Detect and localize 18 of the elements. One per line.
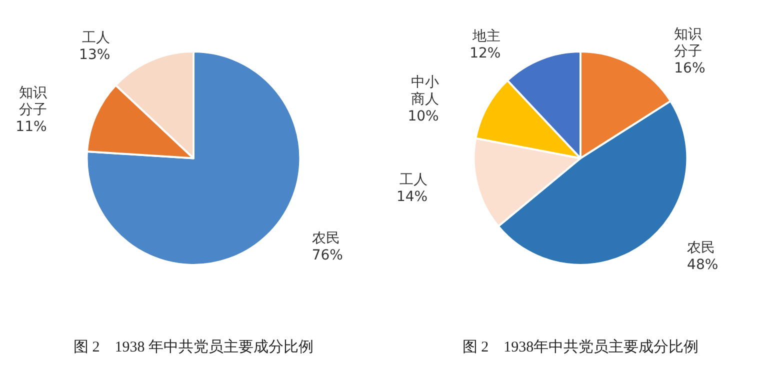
slice-label: 农民 — [312, 230, 340, 246]
data-label: 10% — [408, 108, 439, 125]
data-label: 12% — [470, 46, 501, 62]
slice-label: 工人 — [400, 172, 428, 188]
data-label: 11% — [16, 118, 47, 135]
text: 图 2 1938年中共党员主要成分比例 — [462, 338, 699, 356]
slice-label: 知识分子 — [674, 26, 702, 60]
slice-label: 中小商人 — [410, 74, 439, 108]
data-label: 16% — [674, 60, 706, 77]
slice-label: 工人 — [82, 30, 110, 46]
text: 图 2 1938 年中共党员主要成分比例 — [74, 338, 314, 356]
slice-label: 农民 — [687, 240, 716, 256]
data-label: 13% — [79, 47, 110, 64]
data-label: 48% — [687, 257, 718, 274]
data-label: 76% — [312, 247, 343, 264]
slice-label: 地主 — [472, 28, 501, 45]
slice-label: 知识分子 — [18, 84, 47, 118]
data-label: 14% — [396, 189, 428, 206]
